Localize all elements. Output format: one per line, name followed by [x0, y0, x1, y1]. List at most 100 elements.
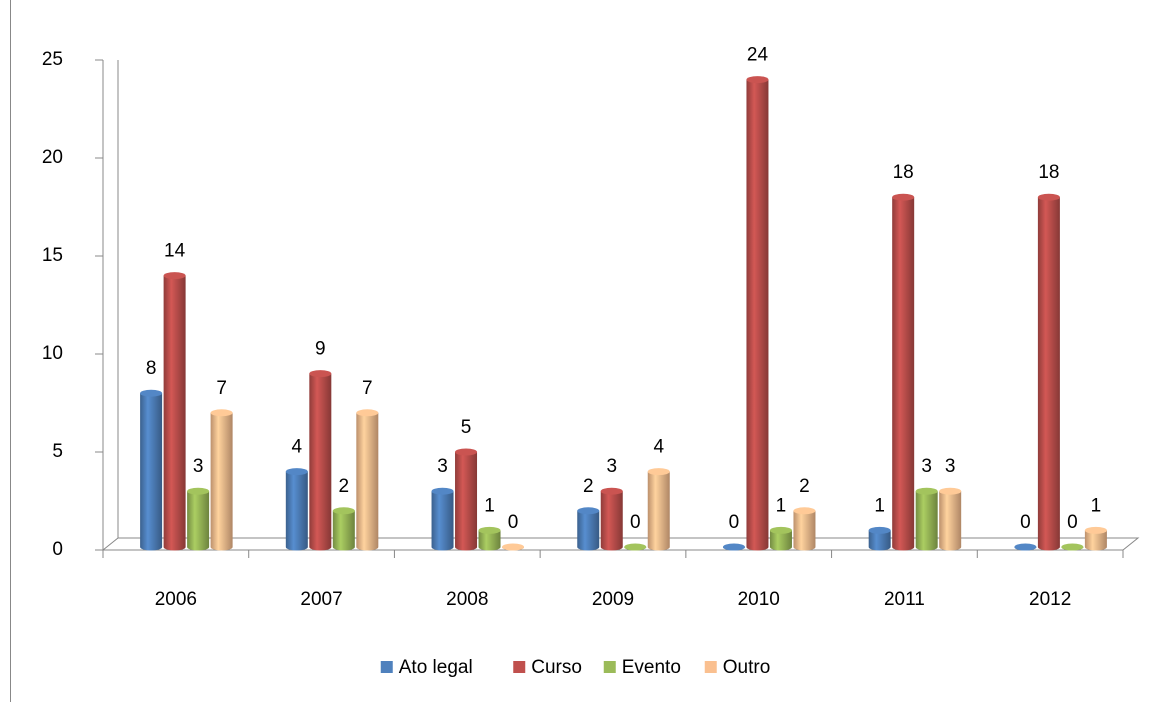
data-label: 0: [630, 512, 641, 533]
data-label: 3: [921, 456, 932, 477]
y-tick-label: 10: [42, 343, 63, 364]
data-label: 0: [508, 512, 519, 533]
data-label: 3: [193, 456, 204, 477]
data-label: 8: [146, 358, 157, 379]
data-label: 2: [339, 476, 350, 497]
data-label: 1: [776, 495, 787, 516]
bar-top: [915, 487, 938, 495]
bar-top: [722, 543, 745, 551]
data-label: 24: [747, 45, 769, 66]
bar-top: [285, 468, 308, 476]
x-tick-label: 2010: [738, 589, 780, 610]
bar-top: [1037, 193, 1060, 201]
data-label: 3: [437, 456, 448, 477]
bar: [356, 412, 379, 551]
bar-top: [577, 507, 600, 515]
x-tick-label: 2012: [1029, 589, 1071, 610]
bar-top: [1084, 526, 1107, 534]
bar-top: [332, 507, 355, 515]
bar: [431, 491, 454, 551]
data-label: 9: [315, 339, 326, 360]
bar-top: [1061, 543, 1084, 551]
bar: [769, 530, 792, 551]
bar: [1084, 530, 1107, 551]
data-label: 0: [1020, 512, 1031, 533]
data-label: 0: [1067, 512, 1078, 533]
x-tick-label: 2006: [155, 589, 197, 610]
data-label: 1: [874, 495, 885, 516]
bar: [163, 275, 186, 551]
bar: [793, 510, 816, 551]
data-label: 2: [583, 476, 594, 497]
legend-label: Outro: [723, 657, 771, 678]
data-label: 1: [1091, 495, 1102, 516]
data-label: 0: [729, 512, 740, 533]
bar: [478, 530, 501, 551]
bar: [187, 491, 210, 551]
x-tick-label: 2009: [592, 589, 634, 610]
legend-swatch: [380, 661, 393, 673]
bar: [647, 471, 670, 551]
bar-top: [431, 487, 454, 495]
bar: [892, 197, 915, 551]
bar-top: [624, 543, 647, 551]
bar: [285, 471, 308, 551]
bar-top: [356, 409, 379, 417]
bar-top: [793, 507, 816, 515]
bar: [455, 452, 478, 551]
data-label: 1: [484, 495, 495, 516]
bar-top: [140, 389, 163, 397]
data-label: 2: [799, 476, 810, 497]
bar-top: [769, 526, 792, 534]
bar-top: [647, 468, 670, 476]
y-tick-label: 25: [42, 49, 63, 70]
legend-swatch: [704, 661, 717, 673]
bar-top: [309, 370, 332, 378]
x-tick-label: 2007: [300, 589, 342, 610]
y-tick-label: 5: [52, 441, 63, 462]
data-label: 3: [606, 456, 617, 477]
data-label: 7: [362, 378, 373, 399]
bar: [577, 510, 600, 551]
y-tick-label: 20: [42, 147, 63, 168]
data-label: 18: [1038, 162, 1059, 183]
bar: [309, 373, 332, 551]
bar-top: [187, 487, 210, 495]
bar: [746, 79, 769, 551]
legend-label: Curso: [531, 657, 582, 678]
data-label: 5: [461, 417, 472, 438]
data-label: 7: [216, 378, 227, 399]
legend-swatch: [603, 661, 616, 673]
y-tick-label: 15: [42, 245, 63, 266]
bar-top: [210, 409, 233, 417]
legend-swatch: [513, 661, 526, 673]
bar: [1037, 197, 1060, 551]
chart-frame: [10, 0, 1176, 702]
bar-top: [455, 448, 478, 456]
legend-label: Ato legal: [399, 657, 473, 678]
data-label: 4: [292, 437, 303, 458]
bar: [868, 530, 891, 551]
bar-top: [892, 193, 915, 201]
legend-label: Evento: [622, 657, 681, 678]
bar-top: [163, 272, 186, 280]
y-tick-label: 0: [52, 539, 63, 560]
x-tick-label: 2008: [446, 589, 488, 610]
data-label: 18: [893, 162, 914, 183]
x-tick-label: 2011: [884, 589, 925, 610]
bar: [332, 510, 355, 551]
bar: [915, 491, 938, 551]
bar: [939, 491, 962, 551]
bar-top: [939, 487, 962, 495]
bar: [210, 412, 233, 551]
bar: [140, 393, 163, 551]
bar-top: [1014, 543, 1037, 551]
bar-top: [502, 543, 525, 551]
bar-top: [600, 487, 623, 495]
data-label: 4: [653, 437, 664, 458]
data-label: 3: [945, 456, 956, 477]
data-label: 14: [164, 241, 186, 262]
bar-top: [868, 526, 891, 534]
